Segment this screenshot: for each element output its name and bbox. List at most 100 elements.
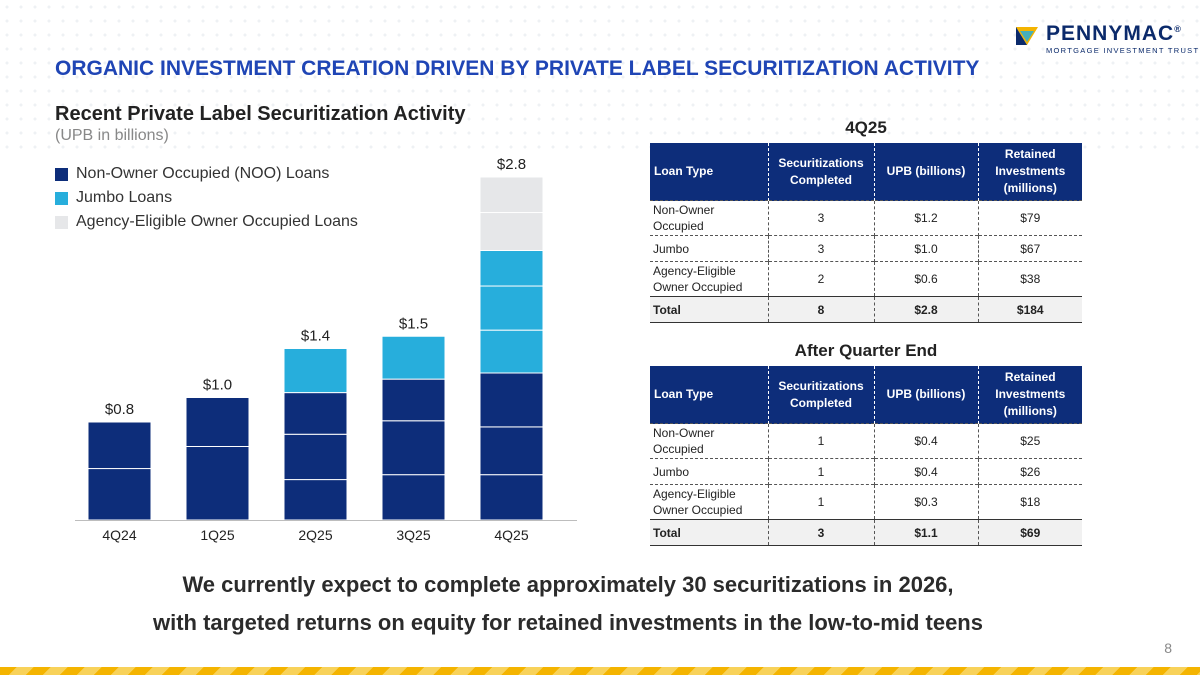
table-title-4q25: 4Q25 [845,118,887,137]
chart-legend: Non-Owner Occupied (NOO) Loans Jumbo Loa… [55,162,358,234]
header-retained: Retained Investments (millions) [977,366,1082,424]
bar-segment-4q25-s0-1 [479,426,544,476]
legend-label-agency: Agency-Eligible Owner Occupied Loans [76,213,358,230]
cell-retained: $67 [977,235,1082,262]
cell-upb: $0.3 [873,484,978,520]
bar-segment-4q25-s2-1 [479,176,544,214]
cell-securitizations: 1 [767,423,874,459]
cell-retained: $38 [977,261,1082,297]
cell-total-retained: $184 [977,296,1082,323]
cell-securitizations: 1 [767,484,874,520]
legend-label-jumbo: Jumbo Loans [76,189,173,206]
header-loan-type: Loan Type [650,143,768,201]
cell-loan-type: Agency-Eligible Owner Occupied [650,484,768,520]
bar-segment-4q25-s0-2 [479,372,544,428]
table-4q25: Loan Type Securitizations Completed UPB … [650,143,1082,323]
table-row: Agency-Eligible Owner Occupied 2 $0.6 $3… [650,261,1082,297]
chart-title: Recent Private Label Securitization Acti… [55,103,466,125]
legend-swatch-jumbo [55,191,68,205]
bar-segment-2q25-s0-1 [283,433,348,481]
cell-securitizations: 1 [767,458,874,485]
table-header-row: Loan Type Securitizations Completed UPB … [650,366,1082,424]
dot-pattern-background [0,0,1200,150]
bar-segment-4q24-s0-0 [87,468,152,521]
cell-retained: $79 [977,200,1082,236]
cell-upb: $1.0 [873,235,978,262]
stacked-bar-chart: $0.8 4Q24 $1.0 1Q25 $1.4 2Q25 $1.5 3Q25 $2.8 4Q25 [75,156,577,543]
company-logo: PENNYMAC® MORTGAGE INVESTMENT TRUST [1016,22,1198,58]
header-upb: UPB (billions) [873,366,978,424]
logo-mark-icon [1016,27,1038,45]
table-row: Jumbo 3 $1.0 $67 [650,235,1082,262]
header-upb: UPB (billions) [873,143,978,201]
x-tick-label: 3Q25 [396,527,430,543]
cell-retained: $18 [977,484,1082,520]
cell-upb: $1.2 [873,200,978,236]
table-after-quarter-end: Loan Type Securitizations Completed UPB … [650,366,1082,546]
cell-total-label: Total [650,296,768,323]
cell-retained: $26 [977,458,1082,485]
cell-retained: $25 [977,423,1082,459]
legend-swatch-agency [55,215,68,229]
page-title: ORGANIC INVESTMENT CREATION DRIVEN BY PR… [55,57,980,80]
outlook-statement: We currently expect to complete approxim… [0,566,1136,642]
header-securitizations: Securitizations Completed [767,366,874,424]
outlook-line-2: with targeted returns on equity for reta… [153,610,983,635]
outlook-line-1: We currently expect to complete approxim… [182,572,954,597]
cell-total-upb: $1.1 [873,519,978,546]
page-number: 8 [1164,640,1172,656]
legend-item-jumbo: Jumbo Loans [55,186,358,210]
cell-total-securitizations: 3 [767,519,874,546]
table-title-after-quarter: After Quarter End [794,341,938,360]
cell-total-upb: $2.8 [873,296,978,323]
bar-segment-3q25-s1-0 [381,335,446,380]
cell-upb: $0.4 [873,423,978,459]
cell-total-retained: $69 [977,519,1082,546]
bar-total-label: $2.8 [497,156,526,173]
bar-total-label: $1.5 [399,315,428,332]
cell-upb: $0.4 [873,458,978,485]
bar-segment-2q25-s0-0 [283,479,348,521]
bar-segment-4q25-s1-2 [479,250,544,287]
x-tick-label: 2Q25 [298,527,332,543]
logo-name-text: PENNYMAC [1046,22,1175,45]
bar-total-label: $1.0 [203,377,232,394]
bar-segment-1q25-s0-1 [185,397,250,447]
chart-unit-note: (UPB in billions) [55,127,169,144]
cell-securitizations: 2 [767,261,874,297]
bar-total-label: $0.8 [105,401,134,418]
cell-upb: $0.6 [873,261,978,297]
cell-securitizations: 3 [767,235,874,262]
x-tick-label: 4Q24 [102,527,136,543]
x-tick-label: 1Q25 [200,527,234,543]
table-row: Jumbo 1 $0.4 $26 [650,458,1082,485]
bar-segment-4q25-s1-1 [479,285,544,331]
legend-swatch-noo [55,167,68,181]
bar-segment-3q25-s0-2 [381,378,446,422]
bar-segment-4q24-s0-1 [87,421,152,470]
table-header-row: Loan Type Securitizations Completed UPB … [650,143,1082,201]
bar-segment-4q25-s2-0 [479,212,544,251]
cell-loan-type: Non-Owner Occupied [650,200,768,236]
cell-loan-type: Jumbo [650,235,768,262]
logo-trademark: ® [1174,24,1182,34]
cell-securitizations: 3 [767,200,874,236]
bar-segment-3q25-s0-0 [381,474,446,521]
legend-item-noo: Non-Owner Occupied (NOO) Loans [55,162,358,186]
table-row: Agency-Eligible Owner Occupied 1 $0.3 $1… [650,484,1082,520]
logo-tagline: MORTGAGE INVESTMENT TRUST [1046,46,1200,55]
cell-total-label: Total [650,519,768,546]
x-tick-label: 4Q25 [494,527,528,543]
table-row: Non-Owner Occupied 1 $0.4 $25 [650,423,1082,459]
bar-segment-1q25-s0-0 [185,446,250,521]
bar-segment-2q25-s0-2 [283,392,348,435]
header-securitizations: Securitizations Completed [767,143,874,201]
footer-stripe [0,667,1200,675]
legend-label-noo: Non-Owner Occupied (NOO) Loans [76,165,330,182]
bar-total-label: $1.4 [301,328,330,345]
cell-loan-type: Agency-Eligible Owner Occupied [650,261,768,297]
table-row: Non-Owner Occupied 3 $1.2 $79 [650,200,1082,236]
legend-item-agency: Agency-Eligible Owner Occupied Loans [55,210,358,234]
header-loan-type: Loan Type [650,366,768,424]
bar-segment-2q25-s1-0 [283,348,348,394]
